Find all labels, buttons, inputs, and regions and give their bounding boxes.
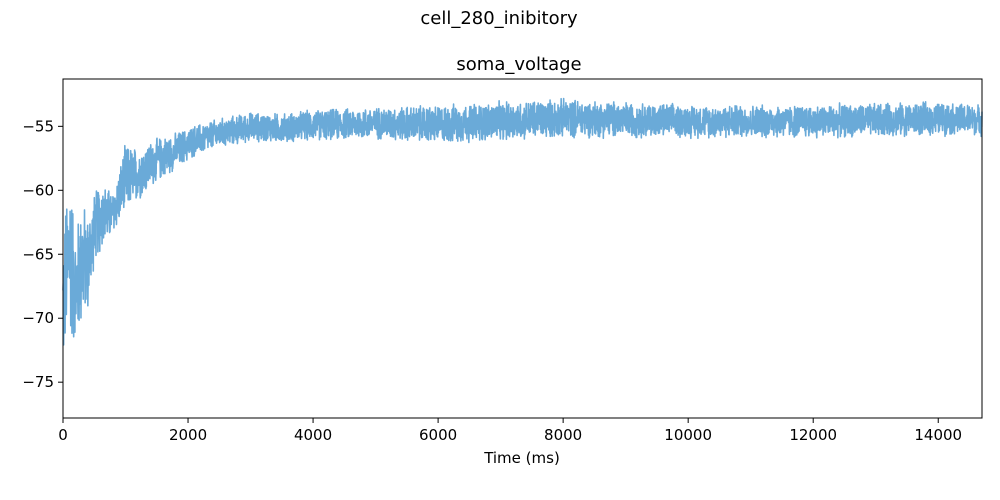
- figure-suptitle: cell_280_inibitory: [420, 8, 578, 29]
- y-tick-label: −75: [22, 373, 54, 391]
- y-tick-label: −60: [22, 181, 54, 199]
- x-tick-label: 4000: [294, 426, 332, 444]
- x-tick-label: 0: [58, 426, 68, 444]
- y-tick-label: −70: [22, 309, 54, 327]
- y-tick-label: −55: [22, 117, 54, 135]
- series-line-soma-voltage: [62, 97, 983, 346]
- x-axis-label: Time (ms): [483, 449, 560, 467]
- axis-ticks: 0 2000 4000 6000 8000 10000 12000 14000 −75 −70 −6…: [22, 117, 962, 444]
- x-tick-label: 12000: [789, 426, 837, 444]
- x-tick-label: 10000: [664, 426, 712, 444]
- x-tick-label: 6000: [419, 426, 457, 444]
- y-tick-label: −65: [22, 245, 54, 263]
- x-tick-label: 2000: [169, 426, 207, 444]
- plot-area: [62, 97, 983, 346]
- x-tick-label: 14000: [914, 426, 962, 444]
- axes-frame: [62, 78, 983, 419]
- axes-title: soma_voltage: [456, 54, 581, 75]
- x-tick-label: 8000: [544, 426, 582, 444]
